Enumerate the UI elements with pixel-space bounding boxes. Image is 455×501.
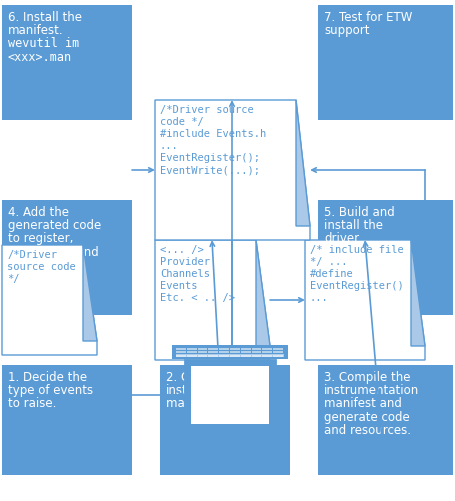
- FancyBboxPatch shape: [229, 348, 239, 350]
- FancyBboxPatch shape: [317, 365, 452, 475]
- FancyBboxPatch shape: [187, 351, 196, 353]
- Text: 7. Test for ETW: 7. Test for ETW: [324, 11, 411, 24]
- Text: /*Driver: /*Driver: [7, 250, 57, 260]
- Text: #define: #define: [309, 269, 353, 279]
- FancyBboxPatch shape: [229, 351, 239, 353]
- FancyBboxPatch shape: [262, 348, 272, 350]
- FancyBboxPatch shape: [172, 345, 288, 359]
- FancyBboxPatch shape: [197, 348, 207, 350]
- Text: EventWrite(...);: EventWrite(...);: [160, 165, 259, 175]
- Polygon shape: [83, 245, 97, 341]
- FancyBboxPatch shape: [251, 348, 261, 350]
- Text: /* include file: /* include file: [309, 245, 403, 255]
- Text: Events: Events: [160, 281, 197, 291]
- Text: support: support: [324, 24, 369, 37]
- Text: ...: ...: [160, 141, 178, 151]
- FancyBboxPatch shape: [197, 355, 207, 357]
- Text: #include Events.h: #include Events.h: [160, 129, 266, 139]
- FancyBboxPatch shape: [185, 360, 274, 430]
- FancyBboxPatch shape: [262, 355, 272, 357]
- Text: to register,: to register,: [8, 232, 73, 245]
- Text: code */: code */: [160, 117, 203, 127]
- FancyBboxPatch shape: [317, 200, 452, 315]
- Text: ...: ...: [309, 293, 328, 303]
- FancyBboxPatch shape: [208, 351, 218, 353]
- FancyBboxPatch shape: [219, 355, 228, 357]
- FancyBboxPatch shape: [2, 5, 131, 120]
- Text: generated code: generated code: [8, 219, 101, 232]
- Polygon shape: [2, 245, 97, 355]
- FancyBboxPatch shape: [219, 351, 228, 353]
- Polygon shape: [410, 240, 424, 346]
- FancyBboxPatch shape: [187, 348, 196, 350]
- Text: manifest and: manifest and: [324, 397, 401, 410]
- FancyBboxPatch shape: [191, 366, 268, 424]
- Polygon shape: [155, 240, 269, 360]
- Text: EventRegister(): EventRegister(): [309, 281, 403, 291]
- FancyBboxPatch shape: [251, 355, 261, 357]
- Text: write events.: write events.: [8, 259, 85, 272]
- Text: unregister, and: unregister, and: [8, 245, 99, 259]
- Text: 1. Decide the: 1. Decide the: [8, 371, 87, 384]
- Text: EventRegister();: EventRegister();: [160, 153, 259, 163]
- FancyBboxPatch shape: [219, 348, 228, 350]
- FancyBboxPatch shape: [273, 351, 283, 353]
- FancyBboxPatch shape: [176, 354, 283, 357]
- FancyBboxPatch shape: [273, 348, 283, 350]
- Polygon shape: [255, 240, 269, 346]
- FancyBboxPatch shape: [208, 355, 218, 357]
- FancyBboxPatch shape: [317, 5, 452, 120]
- Text: generate code: generate code: [324, 410, 409, 423]
- FancyBboxPatch shape: [240, 351, 250, 353]
- FancyBboxPatch shape: [176, 355, 185, 357]
- Text: 6. Install the: 6. Install the: [8, 11, 82, 24]
- Text: instrumentation: instrumentation: [166, 384, 261, 397]
- FancyBboxPatch shape: [2, 200, 131, 315]
- FancyBboxPatch shape: [176, 348, 185, 350]
- FancyBboxPatch shape: [197, 351, 207, 353]
- FancyBboxPatch shape: [160, 365, 289, 475]
- FancyBboxPatch shape: [240, 348, 250, 350]
- Text: Etc. < .. />: Etc. < .. />: [160, 293, 234, 303]
- FancyBboxPatch shape: [240, 355, 250, 357]
- Text: */ ...: */ ...: [309, 257, 347, 267]
- Text: type of events: type of events: [8, 384, 93, 397]
- FancyBboxPatch shape: [208, 348, 218, 350]
- Text: 4. Add the: 4. Add the: [8, 206, 69, 219]
- Text: 5. Build and: 5. Build and: [324, 206, 394, 219]
- Text: /*Driver source: /*Driver source: [160, 105, 253, 115]
- FancyBboxPatch shape: [251, 351, 261, 353]
- Text: */: */: [7, 274, 20, 284]
- FancyBboxPatch shape: [176, 351, 185, 353]
- Text: and resources.: and resources.: [324, 424, 410, 437]
- Polygon shape: [295, 100, 309, 226]
- FancyBboxPatch shape: [222, 430, 237, 442]
- Text: manifest (.man).: manifest (.man).: [166, 397, 264, 410]
- Text: Channels: Channels: [160, 269, 210, 279]
- Text: install the: install the: [324, 219, 382, 232]
- Text: 3. Compile the: 3. Compile the: [324, 371, 410, 384]
- Text: wevutil im: wevutil im: [8, 38, 79, 50]
- FancyBboxPatch shape: [229, 355, 239, 357]
- Text: source code: source code: [7, 262, 76, 272]
- Text: Provider: Provider: [160, 257, 210, 267]
- Text: <xxx>.man: <xxx>.man: [8, 51, 72, 64]
- Polygon shape: [304, 240, 424, 360]
- FancyBboxPatch shape: [2, 365, 131, 475]
- Text: to raise.: to raise.: [8, 397, 56, 410]
- Text: 2. Create an: 2. Create an: [166, 371, 238, 384]
- Text: instrumentation: instrumentation: [324, 384, 418, 397]
- FancyBboxPatch shape: [187, 355, 196, 357]
- Text: <... />: <... />: [160, 245, 203, 255]
- Polygon shape: [155, 100, 309, 240]
- Text: driver.: driver.: [324, 232, 361, 245]
- FancyBboxPatch shape: [273, 355, 283, 357]
- FancyBboxPatch shape: [262, 351, 272, 353]
- Text: manifest.: manifest.: [8, 24, 64, 37]
